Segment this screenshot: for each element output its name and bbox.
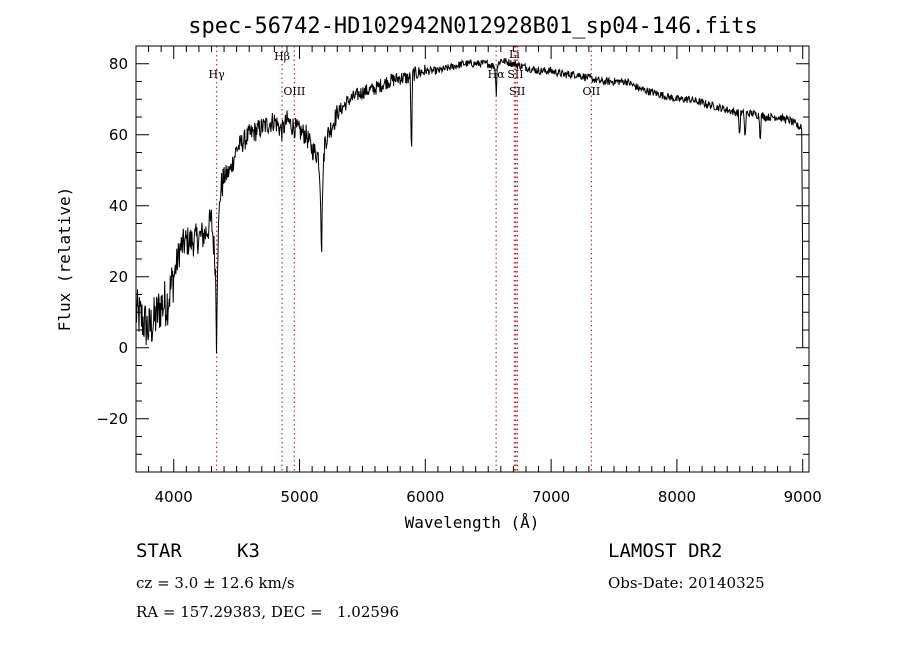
plot-frame	[135, 45, 810, 473]
line-marker-label: Hγ	[209, 68, 226, 81]
y-tick-label: 40	[109, 197, 128, 215]
survey-label: LAMOST DR2	[608, 540, 723, 562]
coordinates-ra-dec: RA = 157.29383, DEC = 1.02596	[136, 603, 400, 621]
x-axis-label: Wavelength (Å)	[405, 513, 540, 532]
x-tick-labels: 4000 5000 6000 7000 8000 9000	[155, 488, 822, 506]
spectrum-series-line	[135, 58, 804, 354]
x-tick-label: 4000	[155, 488, 193, 506]
y-tick-label: 0	[118, 339, 128, 357]
x-tick-label: 8000	[658, 488, 696, 506]
y-tick-label: −20	[96, 410, 128, 428]
y-tick-label: 20	[109, 268, 128, 286]
line-marker-label: SII	[509, 85, 525, 98]
object-class: STAR	[136, 540, 182, 562]
y-tick-label: 80	[109, 55, 128, 73]
chart-title: spec-56742-HD102942N012928B01_sp04-146.f…	[188, 14, 758, 39]
y-tick-label: 60	[109, 126, 128, 144]
y-axis-label: Flux (relative)	[55, 187, 74, 332]
x-tick-label: 6000	[406, 488, 444, 506]
redshift-cz: cz = 3.0 ± 12.6 km/s	[136, 574, 295, 592]
line-marker-label: Hβ	[274, 50, 290, 63]
object-subclass: K3	[237, 540, 260, 562]
x-tick-label: 7000	[532, 488, 570, 506]
axis-ticks	[135, 46, 809, 472]
line-marker-label: OIII	[283, 85, 305, 98]
x-tick-label: 5000	[280, 488, 318, 506]
line-marker-label: Li	[509, 48, 520, 61]
y-tick-labels: −20 0 20 40 60 80	[96, 55, 128, 428]
line-marker-label: OII	[583, 85, 601, 98]
line-marker-label: Hα	[488, 68, 506, 81]
line-marker-label: SII	[507, 68, 523, 81]
observation-date: Obs-Date: 20140325	[608, 574, 765, 592]
x-tick-label: 9000	[784, 488, 822, 506]
